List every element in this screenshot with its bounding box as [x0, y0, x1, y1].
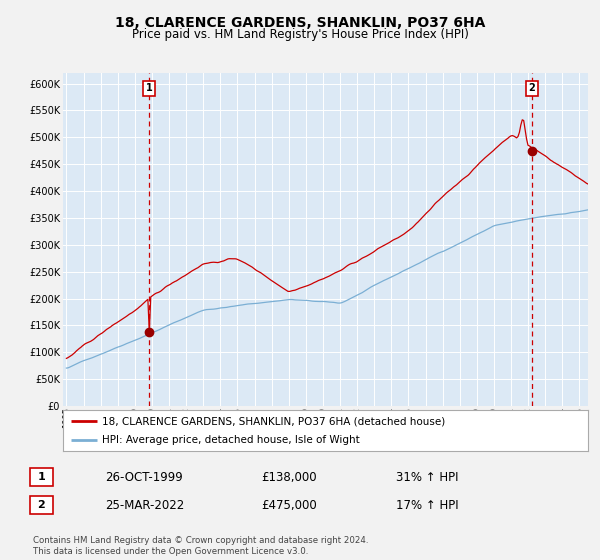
Text: 25-MAR-2022: 25-MAR-2022: [105, 498, 184, 512]
Text: 1: 1: [38, 472, 45, 482]
Text: Price paid vs. HM Land Registry's House Price Index (HPI): Price paid vs. HM Land Registry's House …: [131, 28, 469, 41]
Text: 2: 2: [38, 500, 45, 510]
Text: 17% ↑ HPI: 17% ↑ HPI: [396, 498, 458, 512]
Text: 2: 2: [529, 83, 535, 94]
Text: £138,000: £138,000: [261, 470, 317, 484]
Text: £475,000: £475,000: [261, 498, 317, 512]
Text: 26-OCT-1999: 26-OCT-1999: [105, 470, 183, 484]
Text: 31% ↑ HPI: 31% ↑ HPI: [396, 470, 458, 484]
Text: 1: 1: [145, 83, 152, 94]
Text: Contains HM Land Registry data © Crown copyright and database right 2024.
This d: Contains HM Land Registry data © Crown c…: [33, 536, 368, 556]
Text: 18, CLARENCE GARDENS, SHANKLIN, PO37 6HA: 18, CLARENCE GARDENS, SHANKLIN, PO37 6HA: [115, 16, 485, 30]
Text: 18, CLARENCE GARDENS, SHANKLIN, PO37 6HA (detached house): 18, CLARENCE GARDENS, SHANKLIN, PO37 6HA…: [103, 417, 446, 426]
Text: HPI: Average price, detached house, Isle of Wight: HPI: Average price, detached house, Isle…: [103, 435, 360, 445]
